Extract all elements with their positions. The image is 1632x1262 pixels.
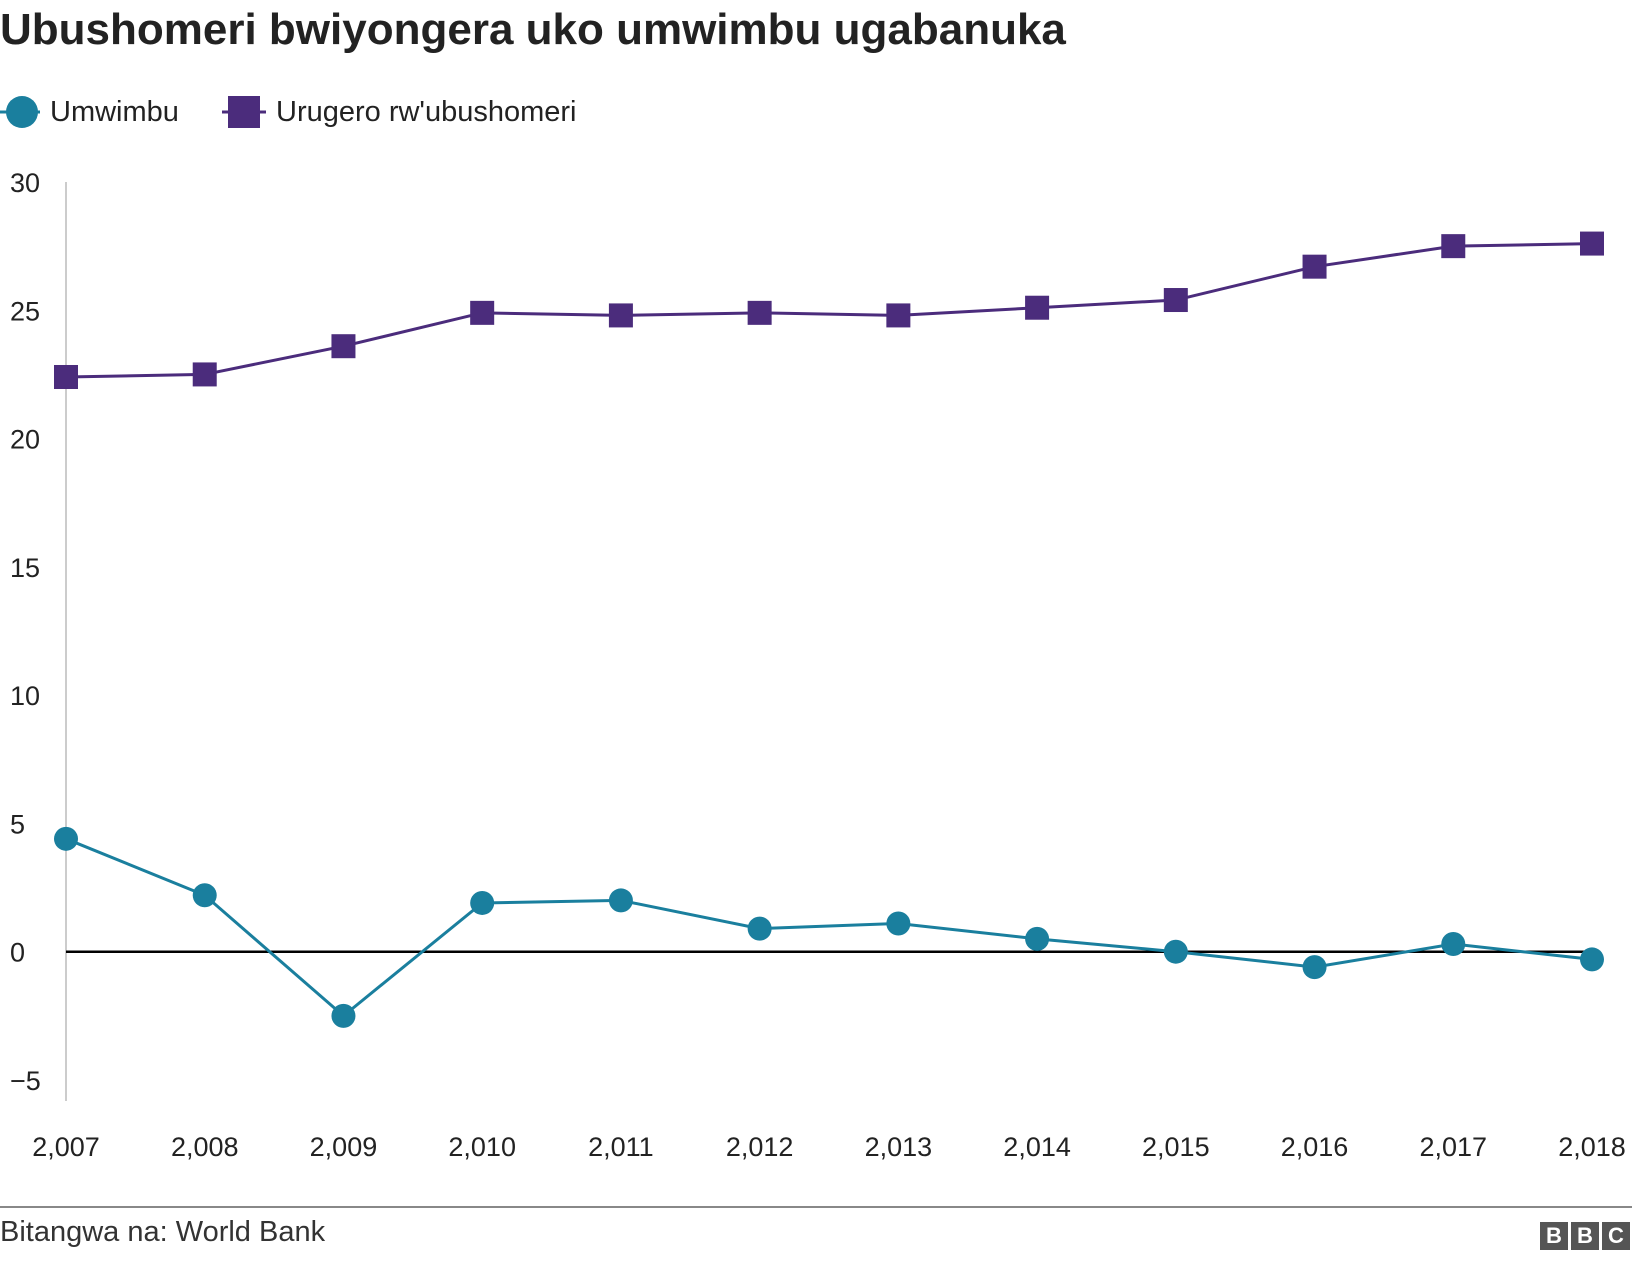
x-tick-label: 2,009 bbox=[310, 1132, 378, 1160]
line-chart: 30 25 20 15 10 5 0 −5 2,007 2,008 2,009 2,010 2,011 2… bbox=[10, 168, 1626, 1160]
y-tick-label: 25 bbox=[10, 296, 40, 326]
x-tick-label: 2,018 bbox=[1558, 1132, 1626, 1160]
bbc-logo-letter: B bbox=[1540, 1222, 1568, 1250]
data-point-unemployment bbox=[1302, 254, 1327, 279]
data-point-growth bbox=[1441, 932, 1466, 957]
data-point-unemployment bbox=[54, 364, 78, 389]
data-point-unemployment bbox=[886, 303, 911, 328]
y-tick-label: −5 bbox=[10, 1066, 41, 1096]
y-tick-label: 15 bbox=[10, 553, 40, 583]
source-note: Bitangwa na: World Bank bbox=[0, 1216, 326, 1248]
bbc-logo-letter: B bbox=[1571, 1222, 1599, 1250]
y-tick-label: 30 bbox=[10, 168, 40, 198]
legend-label-growth: Umwimbu bbox=[50, 95, 179, 128]
bbc-logo-letter: C bbox=[1602, 1222, 1630, 1250]
data-point-growth bbox=[1163, 939, 1188, 964]
y-tick-label: 5 bbox=[10, 809, 25, 839]
data-point-unemployment bbox=[747, 300, 772, 325]
square-marker-icon bbox=[222, 96, 266, 128]
x-tick-label: 2,013 bbox=[865, 1132, 933, 1160]
data-point-growth bbox=[54, 826, 78, 851]
data-point-unemployment bbox=[1441, 234, 1466, 259]
data-point-growth bbox=[747, 916, 772, 941]
data-point-growth bbox=[470, 890, 495, 915]
y-tick-label: 20 bbox=[10, 425, 40, 455]
x-tick-label: 2,017 bbox=[1419, 1132, 1487, 1160]
x-tick-label: 2,016 bbox=[1281, 1132, 1349, 1160]
data-point-unemployment bbox=[192, 362, 217, 387]
data-point-unemployment bbox=[470, 300, 495, 325]
data-point-growth bbox=[608, 888, 633, 913]
data-point-growth bbox=[192, 883, 217, 908]
bbc-logo: B B C bbox=[1540, 1222, 1630, 1250]
data-point-growth bbox=[1302, 955, 1327, 980]
data-point-unemployment bbox=[1580, 231, 1604, 256]
circle-marker-icon bbox=[0, 96, 40, 128]
footer-divider bbox=[0, 1206, 1632, 1208]
legend-item-growth: Umwimbu bbox=[0, 90, 179, 134]
data-point-growth bbox=[331, 1003, 356, 1028]
x-tick-label: 2,008 bbox=[171, 1132, 239, 1160]
x-tick-label: 2,010 bbox=[448, 1132, 516, 1160]
data-point-unemployment bbox=[331, 334, 356, 359]
x-tick-label: 2,014 bbox=[1003, 1132, 1071, 1160]
data-point-growth bbox=[1580, 947, 1604, 972]
data-point-unemployment bbox=[1163, 288, 1188, 313]
series-line-growth bbox=[65, 837, 1593, 1018]
series-line-unemployment bbox=[65, 242, 1593, 379]
data-point-unemployment bbox=[1025, 295, 1050, 320]
data-point-growth bbox=[1025, 926, 1050, 951]
y-tick-label: 0 bbox=[10, 938, 25, 968]
chart-legend: Umwimbu Urugero rw'ubushomeri bbox=[0, 90, 700, 134]
data-point-unemployment bbox=[608, 303, 633, 328]
data-point-growth bbox=[886, 911, 911, 936]
x-tick-label: 2,007 bbox=[32, 1132, 100, 1160]
legend-label-unemployment: Urugero rw'ubushomeri bbox=[276, 95, 577, 128]
legend-item-unemployment: Urugero rw'ubushomeri bbox=[222, 90, 577, 134]
x-tick-label: 2,012 bbox=[726, 1132, 794, 1160]
x-tick-label: 2,015 bbox=[1142, 1132, 1210, 1160]
y-tick-label: 10 bbox=[10, 681, 40, 711]
x-tick-label: 2,011 bbox=[588, 1132, 654, 1160]
chart-title: Ubushomeri bwiyongera uko umwimbu ugaban… bbox=[0, 5, 1066, 54]
